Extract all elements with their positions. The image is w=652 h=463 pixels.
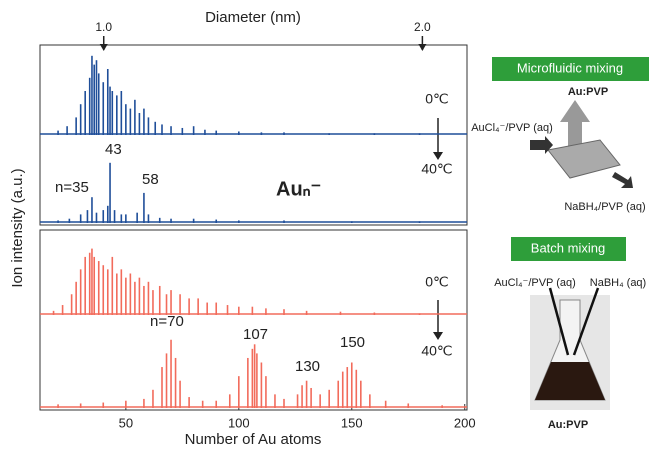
- micro-title-box: [492, 57, 649, 81]
- batch-title-box: [511, 237, 626, 261]
- device: [547, 139, 621, 179]
- arrowhead: [433, 152, 443, 160]
- temperature-label: 40℃: [421, 343, 452, 359]
- top-tick-label: 1.0: [95, 20, 112, 34]
- annotation: 150: [340, 334, 365, 351]
- y-axis-label: Ion intensity (a.u.): [9, 168, 26, 287]
- annotation: 43: [105, 141, 122, 158]
- temperature-label: 0℃: [425, 274, 449, 290]
- x-tick-label: 100: [228, 415, 250, 430]
- frame-top: [39, 44, 468, 226]
- temperature-label: 0℃: [425, 91, 449, 107]
- arrowhead: [433, 332, 443, 340]
- top-tick-arrow: [418, 44, 427, 51]
- in-arrow: [612, 172, 633, 188]
- top-tick-label: 2.0: [414, 20, 431, 34]
- x-tick-label: 200: [454, 415, 476, 430]
- in-arrow: [530, 136, 553, 154]
- annotation: 107: [243, 326, 268, 343]
- batch-title: Batch mixing: [531, 240, 605, 255]
- x-tick-label: 150: [341, 415, 363, 430]
- batch-in1: AuCl₄⁻/PVP (aq): [494, 277, 576, 289]
- x-axis-label: Number of Au atoms: [185, 431, 322, 448]
- micro-product: Au:PVP: [568, 86, 608, 98]
- annotation: n=35: [55, 179, 89, 196]
- annotation: 58: [142, 171, 159, 188]
- solution: [535, 362, 605, 400]
- top-axis-label: Diameter (nm): [205, 9, 301, 26]
- pipe: [572, 287, 600, 356]
- micro-title: Microfluidic mixing: [517, 60, 623, 75]
- annotation: n=70: [150, 313, 184, 330]
- species-label: Auₙ⁻: [276, 178, 321, 200]
- temperature-label: 40℃: [421, 161, 452, 177]
- batch-in2: NaBH₄ (aq): [590, 277, 646, 289]
- batch-product: Au:PVP: [548, 419, 588, 431]
- out-arrow: [560, 100, 590, 150]
- top-tick-arrow: [99, 44, 108, 51]
- pipe: [548, 287, 570, 356]
- annotation: 130: [295, 358, 320, 375]
- micro-in1: AuCl₄⁻/PVP (aq): [471, 122, 553, 134]
- frame-bottom: [39, 229, 468, 411]
- micro-in2: NaBH₄/PVP (aq): [564, 201, 645, 213]
- x-tick-label: 50: [119, 415, 133, 430]
